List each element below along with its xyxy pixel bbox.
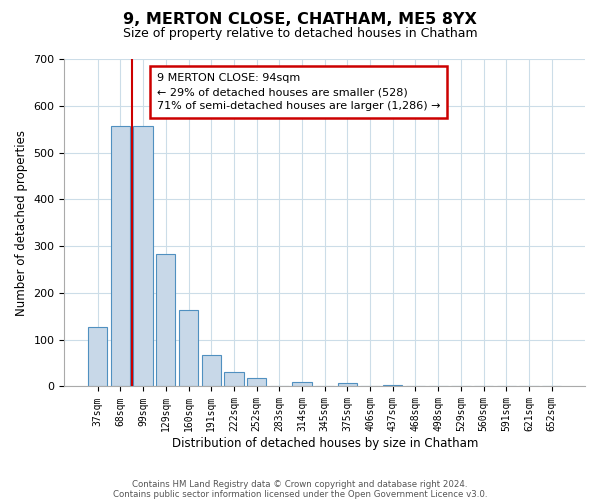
Bar: [111, 126, 130, 386]
Y-axis label: Number of detached properties: Number of detached properties: [15, 130, 28, 316]
Bar: [247, 378, 266, 386]
Bar: [156, 254, 175, 386]
Bar: [292, 382, 311, 386]
Bar: [224, 372, 244, 386]
Bar: [338, 383, 357, 386]
Text: 9, MERTON CLOSE, CHATHAM, ME5 8YX: 9, MERTON CLOSE, CHATHAM, ME5 8YX: [123, 12, 477, 28]
Bar: [133, 126, 153, 386]
Bar: [383, 384, 403, 386]
Bar: [202, 354, 221, 386]
Text: Contains public sector information licensed under the Open Government Licence v3: Contains public sector information licen…: [113, 490, 487, 499]
X-axis label: Distribution of detached houses by size in Chatham: Distribution of detached houses by size …: [172, 437, 478, 450]
Text: 9 MERTON CLOSE: 94sqm
← 29% of detached houses are smaller (528)
71% of semi-det: 9 MERTON CLOSE: 94sqm ← 29% of detached …: [157, 73, 440, 111]
Bar: [88, 326, 107, 386]
Text: Size of property relative to detached houses in Chatham: Size of property relative to detached ho…: [122, 28, 478, 40]
Text: Contains HM Land Registry data © Crown copyright and database right 2024.: Contains HM Land Registry data © Crown c…: [132, 480, 468, 489]
Bar: [179, 310, 198, 386]
